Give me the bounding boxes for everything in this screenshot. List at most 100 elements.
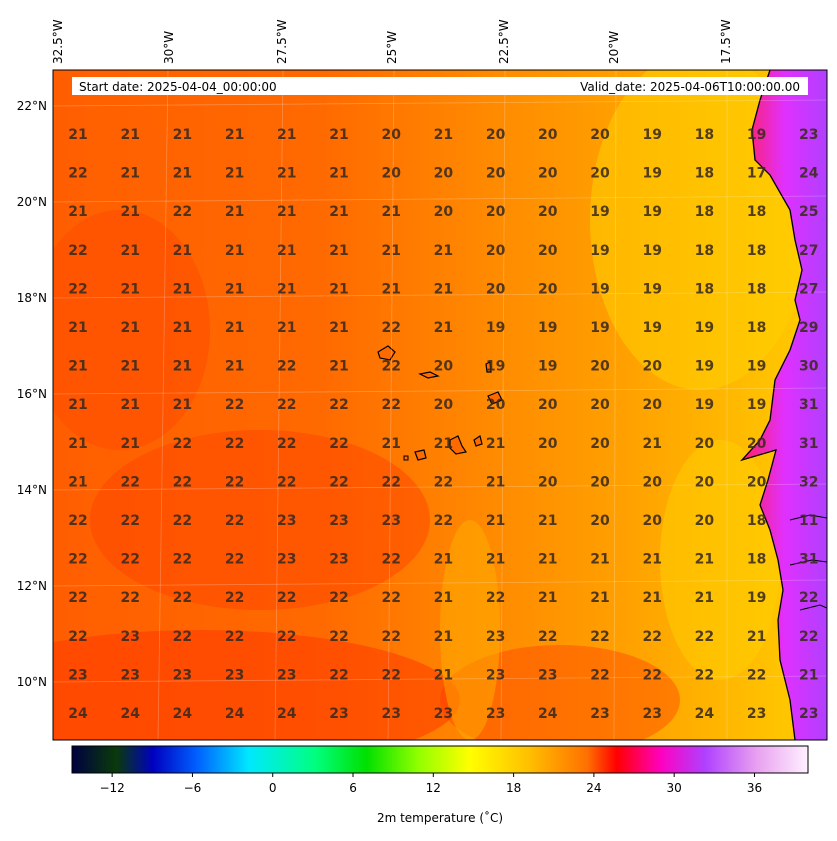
colorbar-tick-label: 6 <box>349 781 357 795</box>
grid-value: 23 <box>434 706 453 722</box>
grid-value: 20 <box>486 397 506 413</box>
longitude-label: 27.5°W <box>275 19 289 64</box>
grid-value: 22 <box>329 629 348 645</box>
grid-value: 21 <box>434 243 453 259</box>
grid-value: 20 <box>538 204 558 220</box>
grid-value: 22 <box>434 513 453 529</box>
grid-value: 21 <box>120 436 139 452</box>
grid-value: 23 <box>329 706 348 722</box>
grid-value: 19 <box>538 359 557 375</box>
grid-value: 19 <box>642 204 661 220</box>
grid-value: 23 <box>799 706 818 722</box>
grid-value: 24 <box>68 706 88 722</box>
grid-value: 23 <box>225 667 244 683</box>
colorbar-tick-label: 18 <box>506 781 521 795</box>
grid-value: 19 <box>486 359 505 375</box>
grid-value: 24 <box>120 706 140 722</box>
grid-value: 21 <box>381 204 400 220</box>
grid-value: 22 <box>381 474 400 490</box>
grid-value: 20 <box>747 436 767 452</box>
grid-value: 19 <box>538 320 557 336</box>
island <box>487 391 503 405</box>
grid-value: 22 <box>381 667 400 683</box>
grid-value: 21 <box>434 590 453 606</box>
grid-value: 20 <box>434 166 454 182</box>
longitude-labels: 32.5°W 30°W 27.5°W 25°W 22.5°W 20°W 17.5°W <box>51 19 733 64</box>
grid-value: 24 <box>538 706 558 722</box>
grid-value: 22 <box>225 474 244 490</box>
grid-value: 31 <box>799 436 818 452</box>
grid-value: 18 <box>747 204 766 220</box>
grid-value: 22 <box>381 359 400 375</box>
grid-value: 21 <box>486 436 505 452</box>
island <box>414 449 427 461</box>
grid-value: 22 <box>799 629 818 645</box>
colorbar-label: 2m temperature (˚C) <box>377 810 503 825</box>
island <box>377 345 396 361</box>
grid-value: 20 <box>590 513 610 529</box>
grid-value: 30 <box>799 359 819 375</box>
grid-value: 19 <box>747 397 766 413</box>
grid-value: 21 <box>68 474 87 490</box>
colorbar-tick-label: 12 <box>426 781 441 795</box>
start-date-label: Start date: 2025-04-04_00:00:00 <box>79 80 277 94</box>
grid-value: 21 <box>277 127 296 143</box>
grid-value: 18 <box>695 243 714 259</box>
grid-value: 22 <box>590 667 609 683</box>
grid-value: 23 <box>329 513 348 529</box>
grid-value: 21 <box>120 127 139 143</box>
grid-value: 20 <box>486 204 506 220</box>
grid-value: 22 <box>68 590 87 606</box>
island <box>403 455 409 461</box>
grid-value: 22 <box>173 513 192 529</box>
grid-value: 21 <box>173 359 192 375</box>
grid-value: 22 <box>173 204 192 220</box>
grid-value: 22 <box>747 667 766 683</box>
grid-value: 22 <box>173 474 192 490</box>
grid-value: 23 <box>277 667 296 683</box>
grid-value: 20 <box>695 513 715 529</box>
grid-value: 21 <box>695 590 714 606</box>
grid-value: 21 <box>642 552 661 568</box>
grid-value: 20 <box>434 397 454 413</box>
grid-value: 21 <box>277 281 296 297</box>
grid-value: 21 <box>120 166 139 182</box>
grid-value: 22 <box>381 552 400 568</box>
longitude-label: 20°W <box>607 31 621 64</box>
longitude-label: 32.5°W <box>51 19 65 64</box>
grid-value: 21 <box>486 552 505 568</box>
grid-value: 22 <box>173 629 192 645</box>
grid-value: 19 <box>590 281 609 297</box>
grid-value: 19 <box>695 359 714 375</box>
land-mass <box>742 70 827 740</box>
grid-value: 21 <box>434 281 453 297</box>
valid-date-label: Valid_date: 2025-04-06T10:00:00.00 <box>580 80 800 94</box>
grid-value: 21 <box>68 359 87 375</box>
grid-value: 20 <box>590 397 610 413</box>
grid-value: 24 <box>277 706 297 722</box>
grid-value: 22 <box>277 474 296 490</box>
grid-value: 21 <box>381 436 400 452</box>
grid-values: 21 21 21 21 21 21 20 21 20 20 20 19 18 19 23 22 21 21 21 21… <box>68 127 819 722</box>
grid-value: 20 <box>538 243 558 259</box>
map-field: 21 21 21 21 21 21 20 21 20 20 20 19 18 19 23 22 21 21 21 21… <box>53 70 827 740</box>
grid-value: 20 <box>642 397 662 413</box>
grid-value: 21 <box>225 127 244 143</box>
grid-value: 22 <box>381 629 400 645</box>
grid-value: 22 <box>173 436 192 452</box>
grid-value: 19 <box>590 243 609 259</box>
grid-value: 32 <box>799 474 818 490</box>
colorbar-tick-label: 24 <box>586 781 601 795</box>
warm-blob <box>53 630 460 740</box>
grid-value: 21 <box>590 590 609 606</box>
grid-value: 18 <box>747 513 766 529</box>
grid-value: 23 <box>486 706 505 722</box>
grid-value: 23 <box>799 127 818 143</box>
grid-value: 19 <box>747 590 766 606</box>
grid-value: 24 <box>695 706 715 722</box>
colorbar-tick-label: 36 <box>747 781 762 795</box>
grid-value: 21 <box>434 127 453 143</box>
longitude-label: 25°W <box>385 31 399 64</box>
grid-value: 22 <box>68 281 87 297</box>
